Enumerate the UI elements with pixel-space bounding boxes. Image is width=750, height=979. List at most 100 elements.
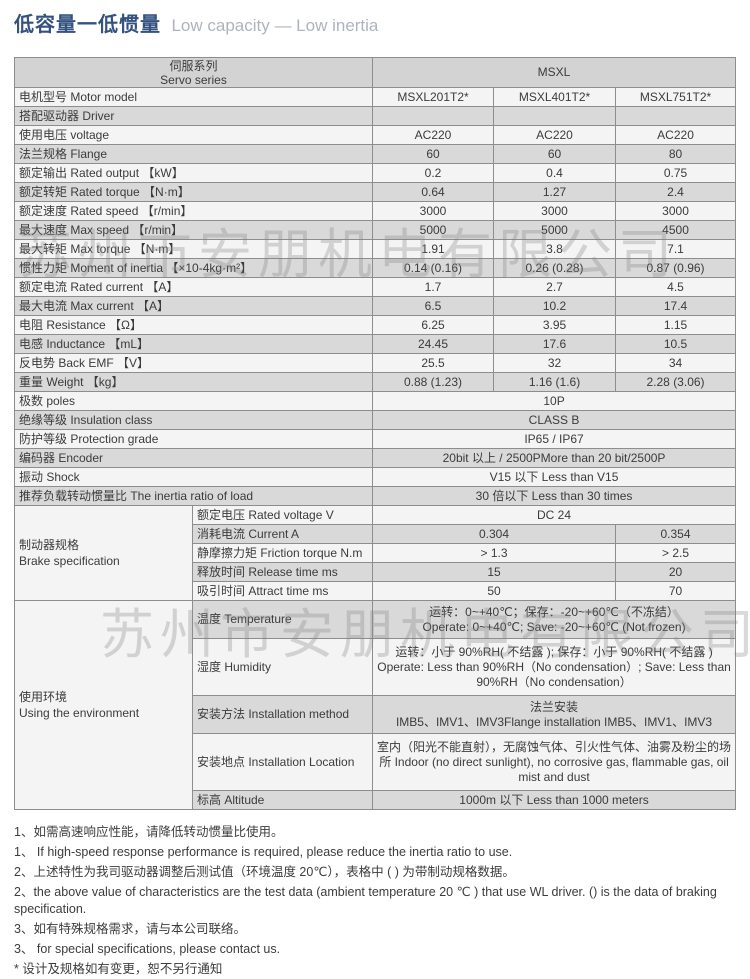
brake-value: 0.354 (615, 524, 737, 544)
environment-group-en: Using the environment (19, 706, 140, 720)
table-row-max-speed: 最大速度 Max speed 【r/min】 5000 5000 4500 (13, 220, 737, 240)
spec-value: 0.64 (372, 182, 495, 202)
brake-value: 70 (615, 581, 737, 601)
header-series-name: MSXL (372, 57, 737, 88)
spec-value: 4.5 (615, 277, 737, 297)
table-row-env-temperature: 使用环境 Using the environment 温度 Temperatur… (14, 600, 737, 810)
env-value: 法兰安装 IMB5、IMV1、IMV3Flange installation I… (372, 695, 737, 734)
footnote-line: 1、如需高速响应性能，请降低转动惯量比使用。 (14, 825, 284, 839)
spec-value: 17.6 (493, 334, 617, 354)
page-title-zh: 低容量一低惯量 (14, 14, 161, 36)
table-row-inertia: 惯性力矩 Moment of inertia 【×10-4kg·m²】 0.14… (13, 258, 737, 278)
table-header-row: 伺服系列 Servo series MSXL (13, 57, 737, 88)
env-sub-label: 安装方法 Installation method (191, 695, 374, 734)
spec-value: 5000 (493, 220, 617, 240)
brake-sub-label: 消耗电流 Current A (191, 524, 374, 544)
spec-value: 30 倍以下 Less than 30 times (372, 486, 737, 506)
table-row-max-current: 最大电流 Max current 【A】 6.5 10.2 17.4 (13, 296, 737, 316)
spec-value: 4500 (615, 220, 737, 240)
spec-value: 6.25 (372, 315, 495, 335)
spec-label: 额定速度 Rated speed 【r/min】 (13, 201, 374, 221)
header-servo-en: Servo series (160, 72, 227, 87)
table-row-inductance: 电感 Inductance 【mL】 24.45 17.6 10.5 (13, 334, 737, 354)
spec-value: 80 (615, 144, 737, 164)
env-value: 1000m 以下 Less than 1000 meters (372, 790, 737, 810)
brake-group-zh: 制动器规格 (19, 538, 80, 552)
page-title: 低容量一低惯量 Low capacity — Low inertia (0, 0, 750, 37)
spec-value: 10.2 (493, 296, 617, 316)
spec-value (372, 106, 495, 126)
spec-label: 最大电流 Max current 【A】 (13, 296, 374, 316)
env-sub-label: 湿度 Humidity (191, 638, 374, 696)
header-servo-zh: 伺服系列 (169, 58, 218, 73)
table-row-rated-speed: 额定速度 Rated speed 【r/min】 3000 3000 3000 (13, 201, 737, 221)
spec-value: 17.4 (615, 296, 737, 316)
spec-label: 额定输出 Rated output 【kW】 (13, 163, 374, 183)
spec-value: 1.16 (1.6) (493, 372, 617, 392)
spec-value: 32 (493, 353, 617, 373)
table-row-env-installation-location: 安装地点 Installation Location 室内（阳光不能直射），无腐… (14, 733, 737, 791)
spec-label: 额定电流 Rated current 【A】 (13, 277, 374, 297)
table-row-shock: 振动 Shock V15 以下 Less than V15 (13, 467, 737, 487)
table-row-rated-torque: 额定转矩 Rated torque 【N·m】 0.64 1.27 2.4 (13, 182, 737, 202)
spec-value: AC220 (372, 125, 495, 145)
table-row-motor-model: 电机型号 Motor model MSXL201T2* MSXL401T2* M… (13, 87, 737, 107)
spec-value: 3000 (615, 201, 737, 221)
brake-value: 15 (372, 562, 617, 582)
table-row-rated-current: 额定电流 Rated current 【A】 1.7 2.7 4.5 (13, 277, 737, 297)
spec-value: 5000 (372, 220, 495, 240)
brake-sub-label: 静摩擦力矩 Friction torque N.m (191, 543, 374, 563)
spec-label: 电感 Inductance 【mL】 (13, 334, 374, 354)
spec-value: 10.5 (615, 334, 737, 354)
env-sub-label: 温度 Temperature (191, 600, 374, 639)
footnote-line: 1、 If high-speed response performance is… (14, 845, 513, 859)
spec-label: 推荐负载转动惯量比 The inertia ratio of load (13, 486, 374, 506)
spec-value: 2.7 (493, 277, 617, 297)
footnote-line: 3、 for special specifications, please co… (14, 942, 281, 956)
spec-value: 6.5 (372, 296, 495, 316)
spec-value: 1.91 (372, 239, 495, 259)
table-row-poles: 极数 poles 10P (13, 391, 737, 411)
env-sub-label: 标高 Altitude (191, 790, 374, 810)
table-row-env-altitude: 标高 Altitude 1000m 以下 Less than 1000 mete… (14, 790, 737, 810)
spec-value: 25.5 (372, 353, 495, 373)
spec-value (615, 106, 737, 126)
spec-value: V15 以下 Less than V15 (372, 467, 737, 487)
spec-value: 0.75 (615, 163, 737, 183)
table-row-inertia-ratio: 推荐负载转动惯量比 The inertia ratio of load 30 倍… (13, 486, 737, 506)
spec-value: 1.27 (493, 182, 617, 202)
spec-value: 0.4 (493, 163, 617, 183)
spec-value: 1.15 (615, 315, 737, 335)
brake-sub-label: 释放时间 Release time ms (191, 562, 374, 582)
table-row-flange: 法兰规格 Flange 60 60 80 (13, 144, 737, 164)
spec-value: 60 (372, 144, 495, 164)
footnote-line: * 设计及规格如有变更，恕不另行通知 (14, 962, 223, 976)
header-servo-series: 伺服系列 Servo series (13, 57, 374, 88)
spec-value: 60 (493, 144, 617, 164)
spec-label: 最大转矩 Max torque 【N·m】 (13, 239, 374, 259)
spec-value: 20bit 以上 / 2500PMore than 20 bit/2500P (372, 448, 737, 468)
spec-label: 极数 poles (13, 391, 374, 411)
spec-label: 电阻 Resistance 【Ω】 (13, 315, 374, 335)
spec-value: 1.7 (372, 277, 495, 297)
spec-value (493, 106, 617, 126)
spec-label: 最大速度 Max speed 【r/min】 (13, 220, 374, 240)
spec-value: MSXL401T2* (493, 87, 617, 107)
env-value: 运转：0~+40℃；保存：-20~+60℃（不冻结） Operate: 0~+4… (372, 600, 737, 639)
spec-label: 搭配驱动器 Driver (13, 106, 374, 126)
spec-value: AC220 (493, 125, 617, 145)
spec-label: 防护等级 Protection grade (13, 429, 374, 449)
spec-label: 使用电压 voltage (13, 125, 374, 145)
table-row-encoder: 编码器 Encoder 20bit 以上 / 2500PMore than 20… (13, 448, 737, 468)
spec-value: 0.88 (1.23) (372, 372, 495, 392)
table-row-voltage: 使用电压 voltage AC220 AC220 AC220 (13, 125, 737, 145)
brake-value: DC 24 (372, 505, 737, 525)
brake-sub-label: 额定电压 Rated voltage V (191, 505, 374, 525)
spec-value: MSXL201T2* (372, 87, 495, 107)
spec-table: 伺服系列 Servo series MSXL 电机型号 Motor model … (13, 57, 737, 810)
table-row-brake-release-time: 释放时间 Release time ms 15 20 (14, 562, 737, 582)
spec-label: 绝缘等级 Insulation class (13, 410, 374, 430)
brake-group-en: Brake specification (19, 554, 120, 568)
footnotes: 1、如需高速响应性能，请降低转动惯量比使用。 1、 If high-speed … (14, 824, 740, 979)
